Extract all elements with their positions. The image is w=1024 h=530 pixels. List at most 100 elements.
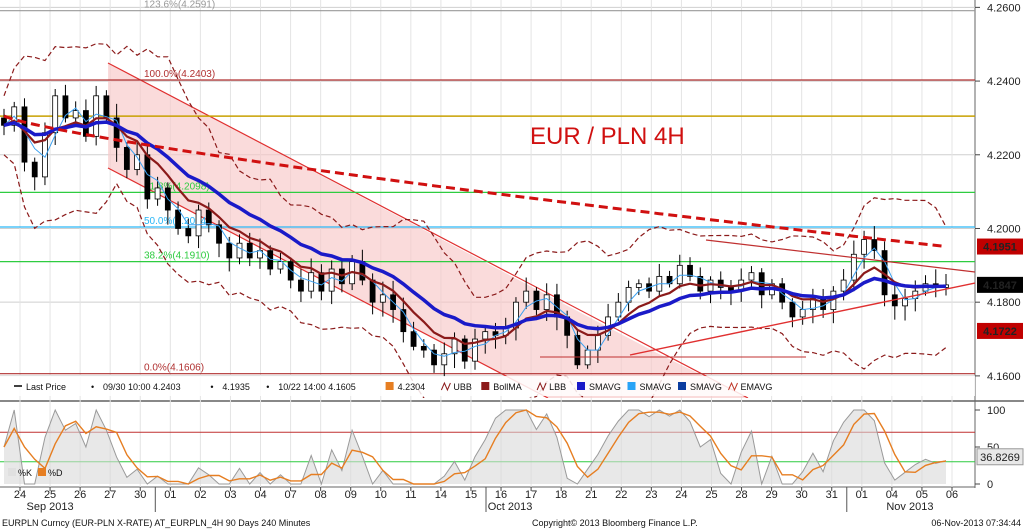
x-tick-label: 01 (856, 489, 868, 501)
candle-body (871, 239, 878, 251)
y-tick-label: 4.2600 (987, 2, 1021, 14)
legend-swatch (678, 382, 686, 390)
y-tick-label: 4.2000 (987, 223, 1021, 235)
upper-band (3, 43, 947, 298)
x-tick-label: 23 (645, 489, 657, 501)
x-tick-label: 24 (14, 489, 26, 501)
x-tick-label: 09 (345, 489, 357, 501)
candle-body (543, 294, 550, 310)
candle-body (185, 228, 192, 237)
candle-body (697, 275, 704, 292)
osc-legend-swatch (38, 468, 46, 476)
triangle-upper (705, 239, 975, 273)
x-tick-label: 21 (585, 489, 597, 501)
fib-label: 0.0%(4.1606) (144, 363, 204, 374)
candle-body (216, 224, 222, 244)
osc-legend-swatch (8, 468, 16, 476)
legend-label: UBB (453, 382, 472, 392)
candle-body (113, 117, 120, 148)
x-tick-label: 25 (44, 489, 56, 501)
x-tick-label: 04 (254, 489, 266, 501)
x-tick-label: 10 (375, 489, 387, 501)
legend-label: 10/22 14:00 4.1605 (278, 382, 356, 392)
candle-body (236, 242, 243, 259)
footer-right: 06-Nov-2013 07:34:44 (931, 518, 1021, 528)
price-tag-box (977, 322, 1023, 339)
legend-swatch: • (91, 382, 94, 392)
candle-body (410, 331, 417, 347)
x-tick-label: 04 (886, 489, 898, 501)
triangle-pattern (540, 239, 975, 358)
candle-body (676, 264, 683, 285)
candle-body (31, 161, 38, 178)
candle-body (451, 338, 458, 355)
candle-body (523, 290, 530, 303)
x-tick-label: 22 (615, 489, 627, 501)
legend-swatch: • (210, 382, 213, 392)
stochastic-oscillator (0, 408, 975, 486)
osc-legend-label: %K (18, 468, 32, 478)
candle-body (789, 301, 796, 318)
candle-body (72, 110, 79, 119)
x-tick-label: 17 (525, 489, 537, 501)
osc-tick-label: 0 (987, 479, 993, 491)
candle-body (103, 95, 110, 119)
x-tick-label: 24 (675, 489, 687, 501)
osc-value-label: 36.8269 (980, 452, 1020, 464)
month-label: Oct 2013 (488, 501, 533, 513)
footer-left: EURPLN Curncy (EUR-PLN X-RATE) AT_EURPLN… (2, 518, 311, 528)
osc-value-tag (976, 448, 1024, 466)
candle-body (400, 309, 407, 333)
candle-body (318, 272, 325, 292)
candle-body (277, 261, 284, 270)
legend-swatch (481, 382, 490, 390)
x-tick-label: 03 (224, 489, 236, 501)
candle-body (902, 298, 908, 307)
legend-label: 4.2304 (398, 382, 426, 392)
x-tick-label: 11 (405, 489, 416, 501)
lower-band (3, 154, 947, 398)
legend-swatch (536, 381, 547, 392)
candle-body (144, 154, 151, 200)
price-tag-label: 4.1951 (983, 242, 1017, 254)
x-tick-label: 15 (465, 489, 477, 501)
candle-body (205, 209, 212, 226)
candle-body (635, 283, 642, 288)
x-tick-label: 05 (916, 489, 928, 501)
legend-label: LBB (549, 382, 566, 392)
fib-label: 123.6%(4.2591) (144, 0, 215, 11)
legend-label: EMAVG (741, 382, 773, 392)
y-tick-label: 4.2400 (987, 76, 1021, 88)
candle-body (379, 294, 386, 303)
x-tick-label: 30 (796, 489, 808, 501)
candle-body (441, 353, 448, 366)
x-tick-label: 31 (826, 489, 838, 501)
candle-body (799, 309, 806, 318)
legend-label: 4.1935 (222, 382, 250, 392)
channel-upper-line (107, 62, 749, 398)
price-tag-label: 4.1847 (983, 280, 1017, 292)
candle-body (226, 242, 233, 259)
candle-body (328, 268, 335, 292)
price-tag-label: 4.1722 (983, 326, 1017, 338)
osc-tick-label: 100 (987, 405, 1005, 417)
price-axis: 4.2600 4.2400 4.2200 4.2000 4.1800 4.1600 (975, 2, 1021, 383)
candle-body (850, 253, 857, 281)
month-label: Sep 2013 (27, 501, 74, 513)
triangle-lower (629, 282, 975, 356)
x-tick-label: 29 (765, 489, 777, 501)
legend-label: Last Price (26, 382, 66, 392)
candle-body (431, 349, 437, 366)
candle-body (861, 239, 867, 255)
candle-body (482, 331, 489, 340)
month-label: Nov 2013 (886, 501, 933, 513)
osc-d-line (3, 409, 947, 485)
price-tag-box (977, 276, 1023, 293)
price-tags: 4.1951 4.1847 4.1722 (977, 238, 1023, 339)
osc-legend-label: %D (48, 468, 63, 478)
x-tick-label: 08 (315, 489, 327, 501)
candle-body (574, 334, 581, 366)
candle-body (420, 346, 427, 351)
legend-swatch (440, 381, 451, 392)
legend-label: BollMA (493, 382, 522, 392)
